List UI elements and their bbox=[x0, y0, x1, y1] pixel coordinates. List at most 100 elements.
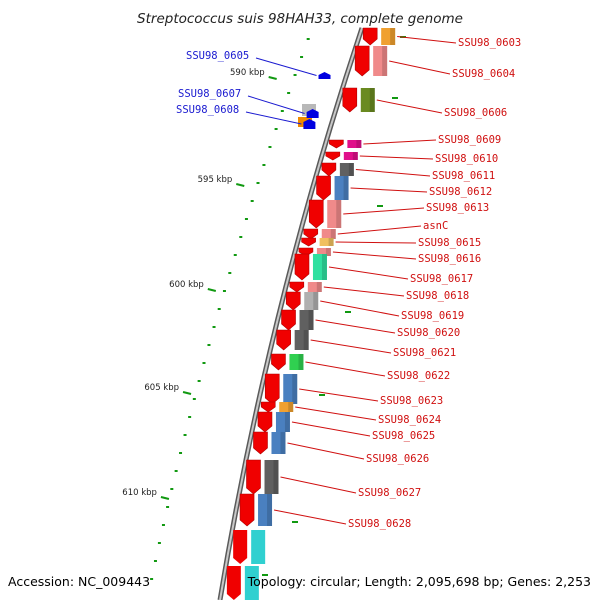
gene-arrow bbox=[306, 109, 319, 118]
cog-box-shade bbox=[298, 354, 304, 370]
gene-label-ssu98_0618: SSU98_0618 bbox=[406, 290, 469, 302]
gene-leader-line bbox=[310, 339, 392, 354]
gene-arrow bbox=[354, 45, 370, 77]
gene-arrow bbox=[294, 253, 310, 281]
gene-label-ssu98_0617: SSU98_0617 bbox=[410, 273, 473, 285]
cog-box bbox=[312, 254, 327, 280]
scale-tick-590: 590 kbp bbox=[230, 68, 277, 80]
gene-arrow bbox=[289, 281, 305, 293]
gc-tick bbox=[244, 218, 248, 220]
gene-label-ssu98_0605: SSU98_0605 bbox=[186, 50, 249, 62]
gc-tick bbox=[319, 394, 325, 396]
gc-tick bbox=[256, 182, 260, 184]
cog-box-shade bbox=[267, 494, 273, 526]
cog-box bbox=[304, 292, 319, 310]
cog-box bbox=[244, 566, 259, 600]
cog-box-shade bbox=[382, 46, 388, 76]
gene-leader-line bbox=[255, 57, 317, 76]
cog-box bbox=[343, 152, 358, 160]
gene-label-ssu98_0621: SSU98_0621 bbox=[393, 347, 456, 359]
cog-box bbox=[373, 46, 388, 76]
scale-tick-label: 610 kbp bbox=[122, 488, 157, 498]
gene-arrow bbox=[325, 151, 341, 161]
gene-arrow bbox=[285, 291, 301, 311]
gene-arrow bbox=[246, 459, 261, 495]
gene-leader-line bbox=[343, 207, 425, 215]
gene-leader-line bbox=[291, 421, 371, 437]
gene-arrow bbox=[233, 530, 248, 564]
scale-tick-600: 600 kbp bbox=[169, 280, 217, 292]
gc-tick bbox=[197, 380, 201, 382]
cog-box bbox=[381, 28, 396, 45]
gene-leader-line bbox=[273, 509, 347, 525]
scale-tick-label: 590 kbp bbox=[230, 68, 265, 78]
gene-leader-line bbox=[295, 406, 377, 421]
gc-tick bbox=[157, 542, 161, 544]
cog-box bbox=[307, 282, 322, 292]
cog-box-shade bbox=[348, 163, 354, 176]
cog-box-shade bbox=[325, 248, 331, 256]
cog-box bbox=[289, 354, 304, 370]
gene-label-asnc: asnC bbox=[423, 220, 448, 232]
gene-leader-line bbox=[320, 300, 400, 317]
map-title: Streptococcus suis 98HAH33, complete gen… bbox=[137, 11, 463, 27]
gene-label-ssu98_0608: SSU98_0608 bbox=[176, 104, 239, 116]
gene-label-ssu98_0620: SSU98_0620 bbox=[397, 327, 460, 339]
gc-tick bbox=[228, 272, 232, 274]
gene-arrow bbox=[362, 27, 378, 46]
gc-tick bbox=[250, 200, 254, 202]
cog-box-shade bbox=[288, 402, 294, 412]
cog-box-shade bbox=[356, 140, 362, 148]
gc-tick bbox=[306, 38, 310, 40]
gene-leader-line bbox=[355, 169, 431, 177]
gene-label-ssu98_0616: SSU98_0616 bbox=[418, 253, 481, 265]
scale-tick-610: 610 kbp bbox=[122, 488, 170, 500]
gene-arrow bbox=[260, 401, 276, 413]
cog-box bbox=[360, 88, 375, 112]
gc-tick bbox=[212, 326, 216, 328]
cog-box-shade bbox=[316, 282, 322, 292]
cog-box-shade bbox=[369, 88, 375, 112]
gc-tick bbox=[345, 311, 351, 313]
gc-tick bbox=[292, 521, 298, 523]
gene-label-ssu98_0626: SSU98_0626 bbox=[366, 453, 429, 465]
gene-arrow bbox=[281, 309, 296, 331]
cog-box-shade bbox=[352, 152, 358, 160]
gene-label-ssu98_0613: SSU98_0613 bbox=[426, 202, 489, 214]
gene-leader-line bbox=[332, 251, 417, 260]
gc-tick bbox=[202, 362, 206, 364]
cog-box-shade bbox=[280, 432, 286, 454]
cog-box bbox=[319, 238, 334, 246]
scale-tick-label: 595 kbp bbox=[198, 175, 233, 185]
gene-leader-line bbox=[323, 286, 405, 297]
gene-leader-line bbox=[359, 155, 434, 160]
gene-label-ssu98_0612: SSU98_0612 bbox=[429, 186, 492, 198]
forward-gene-labels: SSU98_0605 SSU98_0607 SSU98_0608 bbox=[176, 50, 317, 125]
cog-box bbox=[339, 163, 354, 176]
cog-box bbox=[347, 140, 362, 148]
gene-leader-line bbox=[337, 225, 422, 235]
cog-box-shade bbox=[308, 310, 314, 330]
gene-label-ssu98_0624: SSU98_0624 bbox=[378, 414, 441, 426]
accession-text: Accession: NC_009443 bbox=[8, 574, 150, 589]
cog-box-shade bbox=[284, 412, 290, 432]
gene-arrow bbox=[257, 411, 273, 433]
gc-tick bbox=[287, 92, 291, 94]
cog-box bbox=[316, 248, 331, 256]
gc-tick bbox=[268, 146, 272, 148]
gc-tick bbox=[179, 452, 183, 454]
scale-tick-605: 605 kbp bbox=[144, 383, 192, 395]
gene-leader-line bbox=[376, 99, 443, 114]
gene-label-ssu98_0611: SSU98_0611 bbox=[432, 170, 495, 182]
gc-tick bbox=[217, 308, 221, 310]
gene-label-ssu98_0603: SSU98_0603 bbox=[458, 37, 521, 49]
gc-tick bbox=[183, 434, 187, 436]
cog-box bbox=[275, 412, 290, 432]
cog-box-shade bbox=[343, 176, 349, 200]
gc-tick bbox=[262, 574, 268, 576]
gene-arrow bbox=[239, 493, 255, 527]
cog-box-shade bbox=[336, 200, 342, 228]
reverse-gene-labels: SSU98_0603 SSU98_0604 SSU98_0606 SSU98_0609… bbox=[273, 36, 521, 530]
gene-arrow bbox=[316, 175, 331, 201]
gene-arrow bbox=[264, 373, 280, 405]
